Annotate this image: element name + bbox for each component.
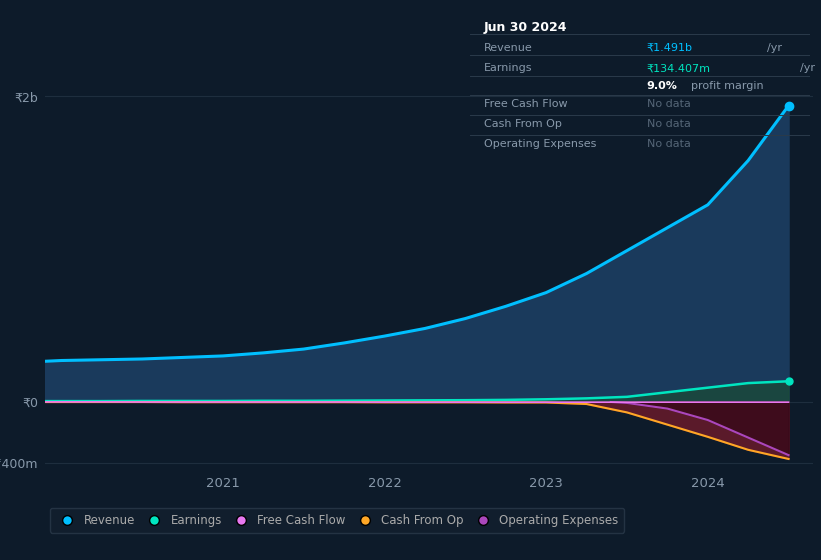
Text: Cash From Op: Cash From Op — [484, 119, 562, 129]
Text: Earnings: Earnings — [484, 63, 533, 73]
Legend: Revenue, Earnings, Free Cash Flow, Cash From Op, Operating Expenses: Revenue, Earnings, Free Cash Flow, Cash … — [49, 508, 624, 533]
Text: No data: No data — [647, 139, 690, 149]
Text: Free Cash Flow: Free Cash Flow — [484, 100, 567, 109]
Text: profit margin: profit margin — [690, 81, 764, 91]
Text: 9.0%: 9.0% — [647, 81, 677, 91]
Text: Revenue: Revenue — [484, 43, 533, 53]
Text: No data: No data — [647, 119, 690, 129]
Text: ₹134.407m: ₹134.407m — [647, 63, 711, 73]
Text: Operating Expenses: Operating Expenses — [484, 139, 596, 149]
Text: Jun 30 2024: Jun 30 2024 — [484, 21, 567, 34]
Text: /yr: /yr — [800, 63, 815, 73]
Text: No data: No data — [647, 100, 690, 109]
Text: /yr: /yr — [768, 43, 782, 53]
Text: ₹1.491b: ₹1.491b — [647, 43, 693, 53]
